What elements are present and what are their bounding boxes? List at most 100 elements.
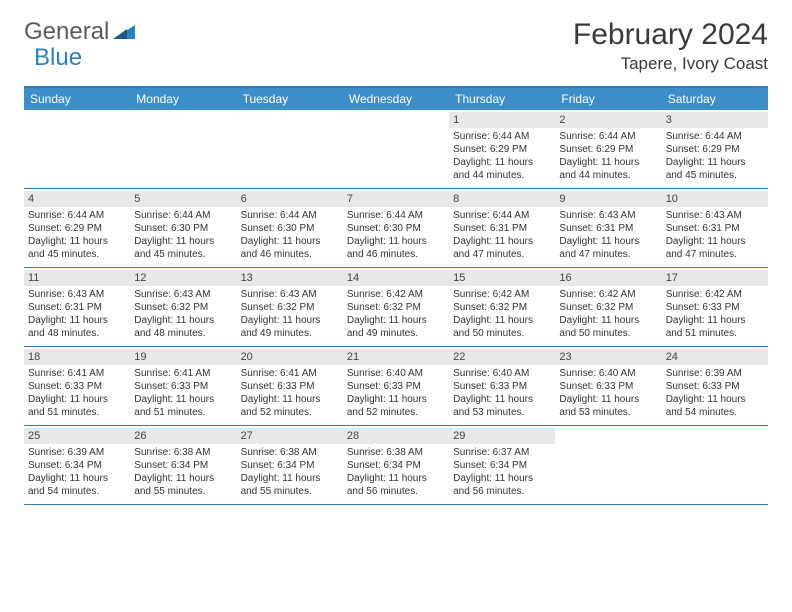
daylight-text: Daylight: 11 hours and 46 minutes.: [241, 235, 339, 261]
sunrise-text: Sunrise: 6:44 AM: [28, 209, 126, 222]
day-header-mon: Monday: [130, 88, 236, 110]
sunset-text: Sunset: 6:33 PM: [666, 380, 764, 393]
day-number: 6: [237, 191, 343, 207]
day-cell: [237, 110, 343, 188]
calendar: Sunday Monday Tuesday Wednesday Thursday…: [24, 86, 768, 505]
day-number: 13: [237, 270, 343, 286]
day-cell: 11Sunrise: 6:43 AMSunset: 6:31 PMDayligh…: [24, 268, 130, 346]
day-cell: 23Sunrise: 6:40 AMSunset: 6:33 PMDayligh…: [555, 347, 661, 425]
day-number: 26: [130, 428, 236, 444]
day-cell: 6Sunrise: 6:44 AMSunset: 6:30 PMDaylight…: [237, 189, 343, 267]
day-number: 29: [449, 428, 555, 444]
day-cell: 5Sunrise: 6:44 AMSunset: 6:30 PMDaylight…: [130, 189, 236, 267]
day-number: 19: [130, 349, 236, 365]
sunset-text: Sunset: 6:33 PM: [241, 380, 339, 393]
sunset-text: Sunset: 6:30 PM: [347, 222, 445, 235]
sunrise-text: Sunrise: 6:40 AM: [347, 367, 445, 380]
day-number: 16: [555, 270, 661, 286]
day-cell: 19Sunrise: 6:41 AMSunset: 6:33 PMDayligh…: [130, 347, 236, 425]
sunrise-text: Sunrise: 6:44 AM: [453, 130, 551, 143]
daylight-text: Daylight: 11 hours and 49 minutes.: [241, 314, 339, 340]
day-number: 4: [24, 191, 130, 207]
day-cell: 25Sunrise: 6:39 AMSunset: 6:34 PMDayligh…: [24, 426, 130, 504]
day-number: 23: [555, 349, 661, 365]
daylight-text: Daylight: 11 hours and 47 minutes.: [559, 235, 657, 261]
week-row: 11Sunrise: 6:43 AMSunset: 6:31 PMDayligh…: [24, 268, 768, 347]
sunset-text: Sunset: 6:34 PM: [453, 459, 551, 472]
daylight-text: Daylight: 11 hours and 50 minutes.: [453, 314, 551, 340]
sunset-text: Sunset: 6:29 PM: [28, 222, 126, 235]
daylight-text: Daylight: 11 hours and 55 minutes.: [134, 472, 232, 498]
sunrise-text: Sunrise: 6:44 AM: [453, 209, 551, 222]
day-cell: [555, 426, 661, 504]
day-header-sun: Sunday: [24, 88, 130, 110]
daylight-text: Daylight: 11 hours and 51 minutes.: [134, 393, 232, 419]
day-number: 17: [662, 270, 768, 286]
sunrise-text: Sunrise: 6:41 AM: [28, 367, 126, 380]
logo: General: [24, 18, 135, 46]
day-cell: 28Sunrise: 6:38 AMSunset: 6:34 PMDayligh…: [343, 426, 449, 504]
sunrise-text: Sunrise: 6:38 AM: [134, 446, 232, 459]
day-number: 9: [555, 191, 661, 207]
daylight-text: Daylight: 11 hours and 51 minutes.: [28, 393, 126, 419]
sunset-text: Sunset: 6:31 PM: [28, 301, 126, 314]
sunset-text: Sunset: 6:33 PM: [559, 380, 657, 393]
sunrise-text: Sunrise: 6:39 AM: [666, 367, 764, 380]
sunrise-text: Sunrise: 6:44 AM: [241, 209, 339, 222]
sunset-text: Sunset: 6:32 PM: [241, 301, 339, 314]
day-cell: [662, 426, 768, 504]
day-number: 25: [24, 428, 130, 444]
day-cell: 18Sunrise: 6:41 AMSunset: 6:33 PMDayligh…: [24, 347, 130, 425]
weeks-container: 1Sunrise: 6:44 AMSunset: 6:29 PMDaylight…: [24, 110, 768, 505]
day-cell: 10Sunrise: 6:43 AMSunset: 6:31 PMDayligh…: [662, 189, 768, 267]
day-header-wed: Wednesday: [343, 88, 449, 110]
sunrise-text: Sunrise: 6:41 AM: [134, 367, 232, 380]
day-number: 2: [555, 112, 661, 128]
week-row: 1Sunrise: 6:44 AMSunset: 6:29 PMDaylight…: [24, 110, 768, 189]
sunrise-text: Sunrise: 6:44 AM: [666, 130, 764, 143]
daylight-text: Daylight: 11 hours and 47 minutes.: [453, 235, 551, 261]
sunrise-text: Sunrise: 6:43 AM: [28, 288, 126, 301]
sunrise-text: Sunrise: 6:43 AM: [134, 288, 232, 301]
logo-triangle-icon: [113, 18, 135, 46]
day-number: [662, 428, 768, 430]
sunrise-text: Sunrise: 6:43 AM: [559, 209, 657, 222]
sunset-text: Sunset: 6:32 PM: [134, 301, 232, 314]
sunrise-text: Sunrise: 6:43 AM: [241, 288, 339, 301]
day-header-row: Sunday Monday Tuesday Wednesday Thursday…: [24, 88, 768, 110]
sunset-text: Sunset: 6:33 PM: [347, 380, 445, 393]
sunrise-text: Sunrise: 6:38 AM: [347, 446, 445, 459]
day-cell: 9Sunrise: 6:43 AMSunset: 6:31 PMDaylight…: [555, 189, 661, 267]
daylight-text: Daylight: 11 hours and 48 minutes.: [28, 314, 126, 340]
sunrise-text: Sunrise: 6:44 AM: [134, 209, 232, 222]
daylight-text: Daylight: 11 hours and 44 minutes.: [453, 156, 551, 182]
day-number: [130, 112, 236, 114]
day-cell: 29Sunrise: 6:37 AMSunset: 6:34 PMDayligh…: [449, 426, 555, 504]
daylight-text: Daylight: 11 hours and 51 minutes.: [666, 314, 764, 340]
sunset-text: Sunset: 6:29 PM: [453, 143, 551, 156]
day-cell: 24Sunrise: 6:39 AMSunset: 6:33 PMDayligh…: [662, 347, 768, 425]
day-number: 10: [662, 191, 768, 207]
daylight-text: Daylight: 11 hours and 56 minutes.: [453, 472, 551, 498]
day-cell: 1Sunrise: 6:44 AMSunset: 6:29 PMDaylight…: [449, 110, 555, 188]
daylight-text: Daylight: 11 hours and 49 minutes.: [347, 314, 445, 340]
sunrise-text: Sunrise: 6:44 AM: [559, 130, 657, 143]
week-row: 4Sunrise: 6:44 AMSunset: 6:29 PMDaylight…: [24, 189, 768, 268]
sunrise-text: Sunrise: 6:41 AM: [241, 367, 339, 380]
sunset-text: Sunset: 6:34 PM: [28, 459, 126, 472]
day-cell: 8Sunrise: 6:44 AMSunset: 6:31 PMDaylight…: [449, 189, 555, 267]
daylight-text: Daylight: 11 hours and 45 minutes.: [28, 235, 126, 261]
day-cell: [343, 110, 449, 188]
daylight-text: Daylight: 11 hours and 45 minutes.: [134, 235, 232, 261]
sunrise-text: Sunrise: 6:42 AM: [347, 288, 445, 301]
logo-text-blue: Blue: [34, 44, 82, 71]
day-number: 20: [237, 349, 343, 365]
day-cell: 17Sunrise: 6:42 AMSunset: 6:33 PMDayligh…: [662, 268, 768, 346]
day-cell: 20Sunrise: 6:41 AMSunset: 6:33 PMDayligh…: [237, 347, 343, 425]
daylight-text: Daylight: 11 hours and 52 minutes.: [347, 393, 445, 419]
sunrise-text: Sunrise: 6:40 AM: [453, 367, 551, 380]
day-cell: 2Sunrise: 6:44 AMSunset: 6:29 PMDaylight…: [555, 110, 661, 188]
sunrise-text: Sunrise: 6:42 AM: [559, 288, 657, 301]
logo-blue-wrap: Blue: [34, 44, 82, 72]
day-cell: 3Sunrise: 6:44 AMSunset: 6:29 PMDaylight…: [662, 110, 768, 188]
